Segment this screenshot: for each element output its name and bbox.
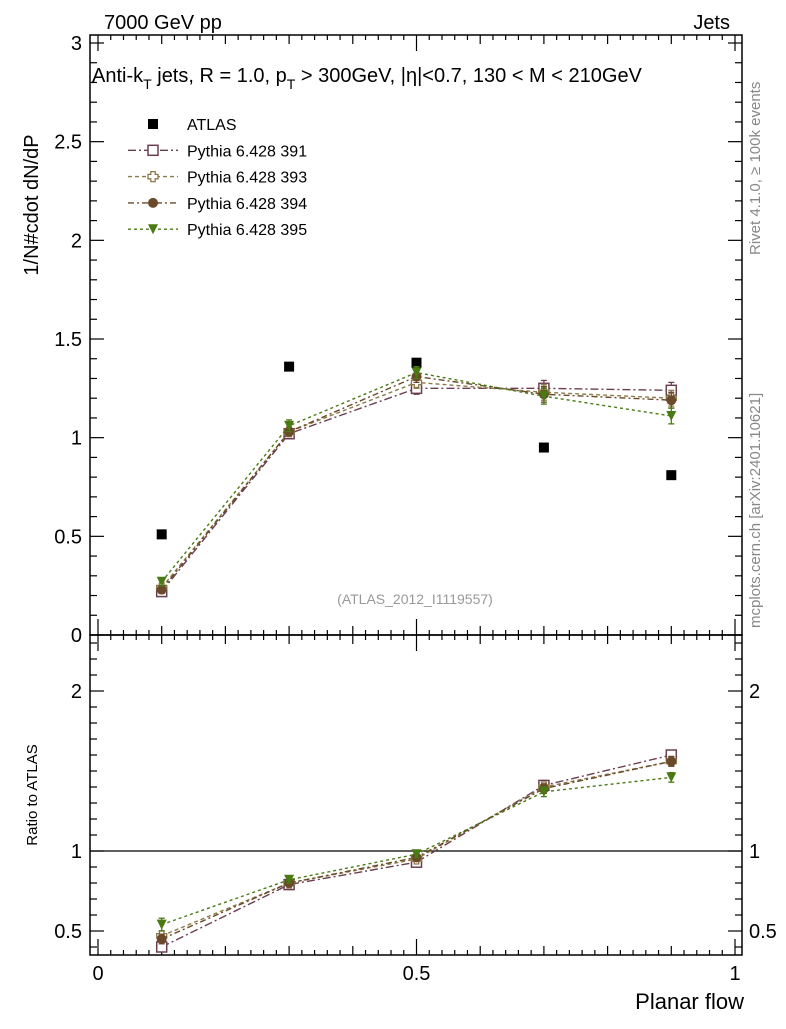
x-tick-label: 1	[729, 963, 740, 985]
ratio-data-point	[666, 756, 677, 767]
main-data-point	[156, 584, 167, 595]
ratio-data-point	[156, 919, 167, 930]
legend-label: ATLAS	[187, 117, 237, 134]
main-series-1	[155, 379, 678, 598]
legend-item: Pythia 6.428 391	[128, 143, 307, 160]
ratio-series-3	[156, 771, 677, 932]
main-data-point	[284, 420, 295, 431]
main-series-line	[161, 375, 672, 591]
main-y-axis-label: 1/N#cdot dN/dP	[21, 134, 43, 275]
ratio-data-point	[666, 772, 677, 783]
main-data-point	[284, 361, 295, 372]
main-y-tick-label: 2	[71, 230, 82, 252]
legend-label: Pythia 6.428 395	[187, 222, 307, 239]
main-y-tick-label: 0	[71, 625, 82, 647]
main-data-point	[538, 391, 549, 402]
legend-label: Pythia 6.428 391	[187, 143, 307, 160]
ratio-y-tick-label-right: 2	[749, 681, 760, 703]
main-series-2	[156, 375, 677, 594]
x-axis-label: Planar flow	[635, 989, 744, 1014]
ratio-plot-frame	[89, 634, 743, 956]
main-y-tick-label: 1.5	[54, 329, 82, 351]
ratio-y-tick-label-right: 1	[749, 841, 760, 863]
main-data-point	[538, 442, 549, 453]
main-data-point	[156, 576, 167, 587]
main-series-line	[161, 371, 672, 583]
ratio-data-point	[284, 874, 295, 885]
legend-item: ATLAS	[148, 117, 237, 134]
main-data-point	[411, 357, 422, 368]
legend-label: Pythia 6.428 393	[187, 170, 307, 187]
x-tick-label: 0.5	[403, 963, 431, 985]
ratio-y-tick-label: 1	[71, 841, 82, 863]
main-y-tick-label: 2.5	[54, 132, 82, 154]
ratio-series-1	[156, 755, 677, 942]
legend-label: Pythia 6.428 394	[187, 196, 307, 213]
plot-title: Anti-kT jets, R = 1.0, pT > 300GeV, |η|<…	[92, 65, 643, 92]
ratio-data-point	[411, 849, 422, 860]
main-axis-ticks: 0 0.5 1 1.5 2 2.5 3	[54, 33, 742, 647]
analysis-watermark: (ATLAS_2012_I1119557)	[337, 591, 493, 607]
ratio-axis-ticks: 0.5 0.5 1 1 2 2 0 0.5 1	[54, 635, 777, 985]
mcplots-credit-text: mcplots.cern.ch [arXiv:2401.10621]	[747, 393, 764, 628]
main-y-tick-label: 0.5	[54, 526, 82, 548]
legend-marker	[148, 224, 158, 235]
category-label: Jets	[693, 12, 730, 34]
legend-item: Pythia 6.428 394	[128, 196, 307, 213]
legend-marker	[147, 144, 159, 157]
legend-item: Pythia 6.428 393	[128, 170, 307, 187]
ratio-y-axis-label: Ratio to ATLAS	[24, 744, 41, 845]
main-data-point	[666, 395, 677, 406]
ratio-y-tick-label: 0.5	[54, 921, 82, 943]
ratio-data-point	[156, 934, 167, 944]
main-series-0	[156, 357, 677, 540]
main-data-point	[411, 367, 422, 378]
main-data-point	[666, 410, 677, 421]
ratio-y-tick-label-right: 0.5	[749, 921, 777, 943]
main-data-point	[666, 470, 677, 481]
ratio-data-point	[538, 786, 549, 797]
legend: ATLAS Pythia 6.428 391 Pythia 6.428 393 Pyt…	[128, 117, 307, 239]
ratio-y-tick-label: 2	[71, 681, 82, 703]
legend-item: Pythia 6.428 395	[128, 222, 307, 239]
main-data-point	[156, 529, 167, 540]
rivet-version-text: Rivet 4.1.0, ≥ 100k events	[747, 82, 764, 255]
legend-marker	[148, 119, 158, 129]
x-tick-label: 0	[92, 963, 103, 985]
main-y-tick-label: 3	[71, 33, 82, 55]
legend-marker	[147, 170, 159, 183]
ratio-plot-series	[155, 749, 678, 953]
main-series-line	[161, 381, 672, 589]
legend-marker	[148, 197, 158, 208]
energy-label: 7000 GeV pp	[104, 12, 222, 34]
main-series-line	[161, 387, 672, 593]
main-plot-series	[155, 357, 678, 598]
main-y-tick-label: 1	[71, 428, 82, 450]
main-series-4	[156, 365, 677, 587]
